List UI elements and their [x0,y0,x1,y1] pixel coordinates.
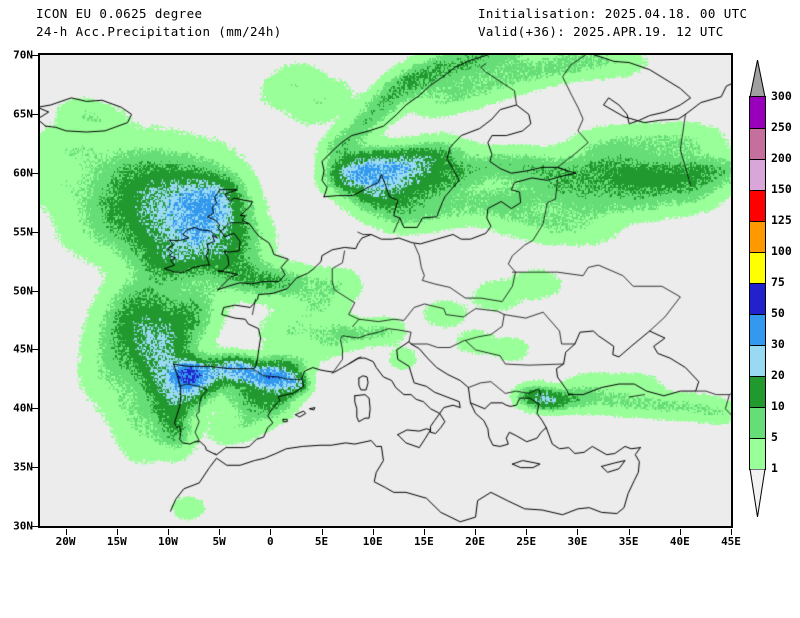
latitude-tick [32,526,38,527]
colorbar-tick-label: 75 [771,275,785,289]
colorbar-tick-label: 20 [771,368,785,382]
latitude-tick [32,231,38,233]
colorbar-tick-label: 50 [771,306,785,320]
latitude-tick [32,349,38,351]
colorbar-tick-label: 125 [771,213,792,227]
longitude-tick-label: 20W [55,535,76,548]
colorbar-tick-label: 150 [771,182,792,196]
colorbar-tick-label: 200 [771,151,792,165]
longitude-tick [372,529,374,535]
longitude-tick-label: 40E [669,535,690,548]
colorbar-tick-label: 30 [771,337,785,351]
latitude-tick-label: 40N [13,401,33,415]
colorbar-band [750,128,765,159]
longitude-tick-label: 35E [618,535,639,548]
colorbar-band-divider [750,190,765,191]
colorbar-tick-label: 100 [771,244,792,258]
latitude-tick-label: 70N [13,48,33,62]
latitude-tick-label: 60N [13,166,33,180]
colorbar-band [750,252,765,283]
longitude-tick-label: 15E [413,535,434,548]
longitude-tick [679,529,681,535]
latitude-tick [32,408,38,410]
valid-time: Valid(+36): 2025.APR.19. 12 UTC [478,24,724,39]
colorbar-tick-label: 250 [771,120,792,134]
longitude-tick-label: 5W [212,535,226,548]
latitude-tick [32,172,38,174]
colorbar-band-divider [750,159,765,160]
longitude-tick-label: 5E [314,535,329,548]
colorbar-band-divider [750,438,765,439]
precipitation-map [38,53,733,528]
colorbar-band [750,97,765,128]
latitude-tick [32,290,38,292]
longitude-tick-label: 0 [267,535,274,548]
colorbar-band [750,314,765,345]
latitude-tick-label: 45N [13,342,33,356]
colorbar-band [750,376,765,407]
longitude-tick [423,529,425,535]
colorbar-band [750,159,765,190]
colorbar-tick-label: 300 [771,89,792,103]
latitude-tick [32,467,38,469]
longitude-tick [219,529,221,535]
initialisation-time: Initialisation: 2025.04.18. 00 UTC [478,6,748,21]
longitude-tick [65,529,67,535]
latitude-tick-label: 35N [13,460,33,474]
model-title: ICON EU 0.0625 degree [36,6,203,21]
longitude-tick-label: 45E [721,535,741,548]
colorbar-band [750,190,765,221]
longitude-tick [731,529,732,535]
colorbar-band-divider [750,283,765,284]
longitude-tick [270,529,272,535]
colorbar-band-divider [750,314,765,315]
colorbar-band [750,407,765,438]
longitude-tick [577,529,579,535]
longitude-tick-label: 25E [516,535,537,548]
latitude-tick-label: 30N [13,519,33,533]
colorbar-band-divider [750,128,765,129]
colorbar-band [750,221,765,252]
longitude-tick [116,529,118,535]
longitude-tick-label: 15W [106,535,127,548]
longitude-tick [475,529,477,535]
field-title: 24-h Acc.Precipitation (mm/24h) [36,24,282,39]
colorbar-band-divider [750,252,765,253]
colorbar-band [750,283,765,314]
colorbar-band-divider [750,376,765,377]
longitude-tick [321,529,323,535]
latitude-tick-label: 50N [13,284,33,297]
colorbar [749,96,766,470]
colorbar-band-divider [750,221,765,222]
latitude-tick-label: 55N [13,225,33,239]
colorbar-under-arrow [749,469,766,517]
longitude-tick-label: 20E [465,535,485,548]
colorbar-tick-label: 1 [771,461,778,475]
colorbar-tick-label: 10 [771,399,785,413]
latitude-tick-label: 65N [13,107,33,121]
colorbar-band-divider [750,407,765,408]
precipitation-field-canvas [40,55,731,526]
colorbar-tick-label: 5 [771,430,778,444]
colorbar-band [750,438,765,469]
longitude-tick-label: 10E [362,535,383,548]
longitude-tick [628,529,630,535]
latitude-tick [32,55,38,56]
latitude-tick [32,113,38,115]
colorbar-band [750,345,765,376]
longitude-tick-label: 30E [567,535,588,548]
longitude-tick [526,529,528,535]
colorbar-band-divider [750,345,765,346]
colorbar-over-arrow [749,60,766,97]
longitude-tick [167,529,169,535]
longitude-tick-label: 10W [158,535,178,548]
